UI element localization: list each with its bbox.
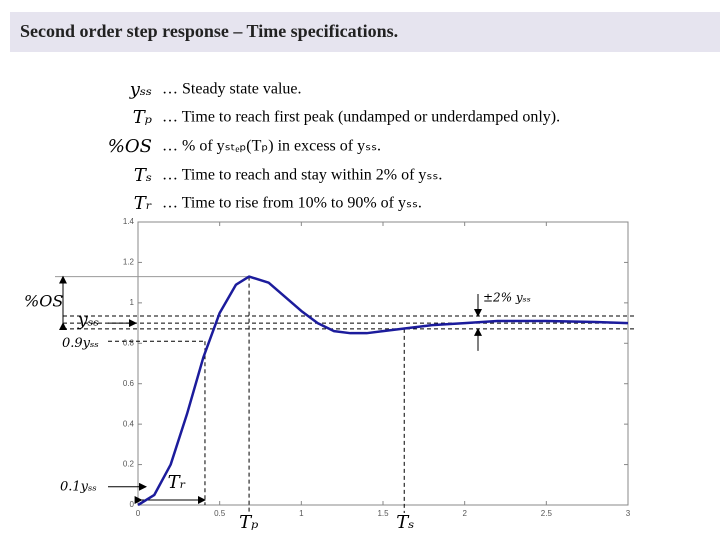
definition-text: … % of yₛₜₑₚ(Tₚ) in excess of yₛₛ. (162, 138, 381, 155)
definition-symbol: Tₛ (134, 165, 152, 186)
y90-label: 0.9yₛₛ (62, 336, 99, 351)
definition-text: … Time to rise from 10% to 90% of yₛₛ. (162, 195, 422, 212)
definition-text: … Time to reach and stay within 2% of yₛ… (162, 167, 442, 184)
x-tick-label: 3 (626, 509, 631, 518)
y-tick-label: 1.4 (123, 217, 135, 226)
x-tick-label: 0 (136, 509, 141, 518)
y-tick-label: 1 (130, 298, 135, 307)
plot-frame (137, 221, 629, 506)
band-label: ±2% yₛₛ (483, 290, 531, 304)
x-tick-label: 2 (462, 509, 467, 518)
y-tick-label: 0.8 (123, 338, 135, 347)
tr-label: Tᵣ (168, 472, 186, 493)
definition-text: … Time to reach first peak (undamped or … (162, 109, 560, 126)
y-tick-label: 0.4 (123, 419, 135, 428)
x-tick-label: 2.5 (541, 509, 553, 518)
y-tick-label: 0.6 (123, 379, 135, 388)
tp-label: Tₚ (239, 512, 258, 533)
definition-symbol: yₛₛ (129, 79, 152, 100)
definition-symbol: %OS (108, 136, 152, 157)
y-tick-label: 1.2 (123, 258, 135, 267)
x-tick-label: 1.5 (377, 509, 389, 518)
y-tick-label: 0.2 (123, 460, 135, 469)
ts-label: Tₛ (396, 512, 414, 533)
y10-label: 0.1yₛₛ (60, 479, 97, 494)
x-tick-label: 0.5 (214, 509, 226, 518)
y-tick-label: 0 (130, 500, 135, 509)
os-label: %OS (24, 291, 63, 310)
slide-title: Second order step response – Time specif… (20, 21, 398, 41)
definition-symbol: Tᵣ (134, 193, 152, 214)
yss-label: yₛₛ (77, 311, 99, 331)
x-tick-label: 1 (299, 509, 304, 518)
title-bar (10, 12, 720, 52)
definition-text: … Steady state value. (162, 81, 302, 98)
definition-symbol: Tₚ (133, 107, 152, 128)
response-curve (137, 275, 629, 507)
